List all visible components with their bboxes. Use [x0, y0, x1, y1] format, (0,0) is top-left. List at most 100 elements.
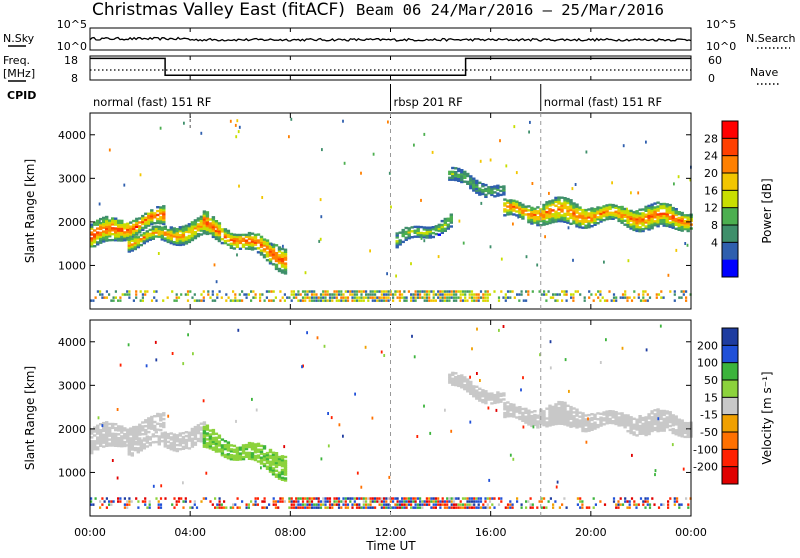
data-cell	[493, 187, 497, 190]
data-cell	[324, 290, 327, 293]
data-cell	[545, 203, 549, 206]
data-cell	[253, 445, 258, 448]
data-cell	[509, 199, 513, 202]
data-cell	[90, 428, 94, 431]
data-cell	[602, 213, 606, 216]
data-cell	[593, 427, 597, 430]
data-cell	[169, 444, 173, 447]
data-cell	[653, 409, 657, 412]
data-cell	[590, 418, 594, 422]
data-cell	[271, 247, 276, 250]
data-cell	[202, 439, 207, 442]
data-cell	[614, 212, 618, 215]
data-cell	[102, 240, 106, 243]
data-cell	[114, 217, 118, 220]
data-cell	[204, 497, 208, 500]
data-cell	[277, 471, 282, 474]
data-cell	[599, 299, 602, 302]
data-cell	[630, 497, 634, 500]
data-cell	[184, 230, 189, 233]
data-cell	[200, 500, 203, 503]
data-cell	[148, 442, 152, 445]
data-cell	[340, 506, 343, 509]
data-cell	[196, 227, 201, 230]
data-cell	[644, 205, 648, 209]
data-cell	[641, 220, 645, 223]
data-cell	[105, 429, 109, 432]
data-cell	[423, 293, 426, 296]
colorbar-swatch	[722, 155, 738, 174]
data-cell	[232, 247, 237, 250]
data-cell	[452, 506, 456, 509]
data-cell	[566, 211, 570, 215]
data-cell	[163, 435, 167, 438]
data-cell	[516, 293, 519, 296]
data-cell	[566, 217, 570, 220]
data-cell	[310, 500, 314, 503]
data-cell	[669, 290, 672, 293]
data-cell	[630, 191, 632, 195]
data-cell	[493, 395, 497, 399]
data-cell	[114, 423, 118, 426]
data-cell	[108, 225, 112, 228]
data-cell	[542, 221, 546, 224]
data-cell	[575, 207, 579, 210]
data-cell	[108, 239, 112, 242]
data-cell	[280, 459, 285, 462]
data-cell	[593, 413, 597, 416]
data-cell	[193, 427, 198, 431]
data-cell	[98, 220, 101, 223]
data-cell	[244, 447, 249, 451]
data-cell	[223, 447, 228, 451]
data-cell	[156, 217, 160, 221]
data-cell	[484, 390, 488, 393]
data-cell	[162, 421, 166, 425]
data-cell	[178, 243, 182, 247]
data-cell	[144, 500, 147, 503]
data-cell	[557, 400, 561, 404]
data-cell	[271, 461, 276, 464]
data-cell	[466, 174, 470, 178]
freq-trace	[90, 57, 691, 76]
data-cell	[145, 364, 148, 368]
data-cell	[668, 205, 672, 209]
data-cell	[166, 232, 170, 236]
data-cell	[353, 497, 356, 500]
data-cell	[531, 503, 534, 506]
data-cell	[135, 296, 138, 299]
data-cell	[274, 500, 277, 503]
data-cell	[653, 420, 657, 424]
data-cell	[624, 293, 627, 296]
data-cell	[416, 229, 420, 232]
data-cell	[593, 213, 597, 217]
data-cell	[475, 189, 479, 192]
data-cell	[333, 503, 336, 506]
data-cell	[685, 290, 688, 293]
data-cell	[605, 420, 609, 423]
data-cell	[548, 210, 552, 213]
data-cell	[542, 421, 546, 425]
data-cell	[123, 497, 126, 500]
data-cell	[190, 231, 195, 234]
data-cell	[479, 497, 483, 500]
data-cell	[530, 220, 534, 223]
data-cell	[205, 471, 208, 475]
data-cell	[536, 420, 540, 423]
data-cell	[431, 150, 434, 154]
data-cell	[333, 497, 336, 500]
data-cell	[102, 425, 106, 429]
data-cell	[367, 293, 370, 296]
data-cell	[539, 422, 543, 425]
data-cell	[536, 218, 540, 221]
data-cell	[181, 233, 186, 236]
data-cell	[617, 418, 621, 421]
data-cell	[674, 219, 678, 223]
data-cell	[232, 239, 237, 242]
data-cell	[120, 429, 124, 432]
data-cell	[506, 296, 510, 299]
data-cell	[144, 224, 148, 227]
data-cell	[223, 236, 228, 239]
data-cell	[557, 200, 561, 203]
data-cell	[101, 293, 104, 296]
data-cell	[632, 425, 636, 428]
